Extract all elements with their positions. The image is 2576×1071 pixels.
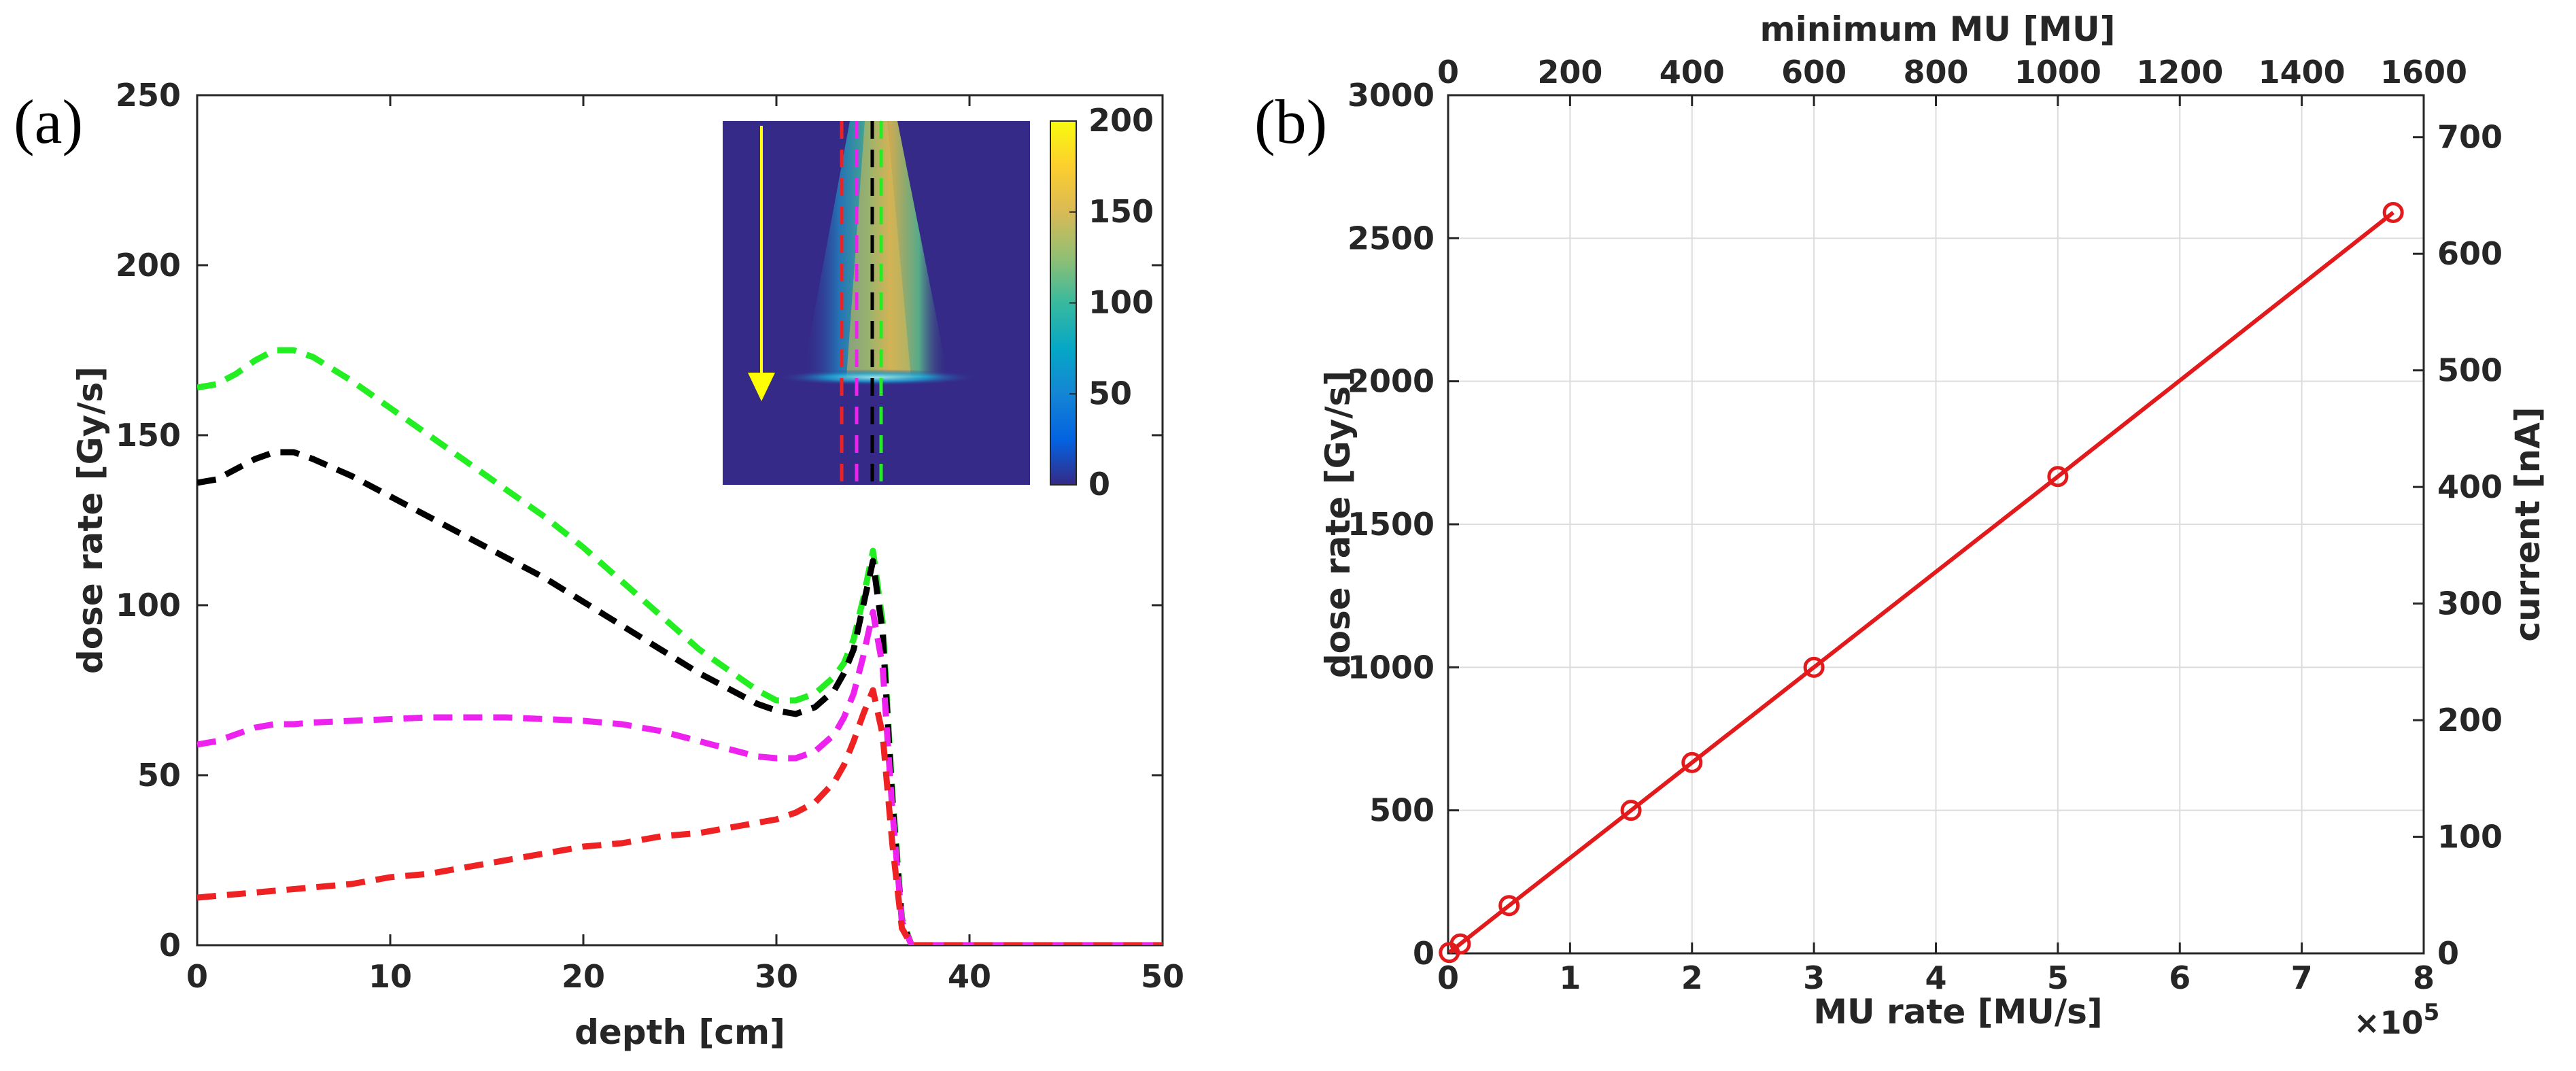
panel-b-y-tick-label: 500 (1369, 792, 1435, 829)
inset-beam-core (846, 121, 911, 377)
panel-b-y-tick-label: 0 (1413, 935, 1435, 972)
panel-a-line-red (197, 687, 1163, 945)
panel-b-data-point (1620, 800, 1642, 821)
colorbar-tick-label: 150 (1088, 193, 1154, 230)
panel-b-data-point (1681, 751, 1703, 773)
panel-a-x-tick-label: 10 (368, 958, 412, 995)
panel-b-right-tick-label: 600 (2437, 235, 2503, 272)
panel-b-top-tick-label: 1200 (2136, 54, 2223, 90)
colorbar-tick-label: 200 (1088, 102, 1154, 139)
colorbar-tick-label: 50 (1088, 375, 1132, 411)
panel-b-label: (b) (1254, 87, 1327, 156)
panel-b-top-axis-label: minimum MU [MU] (1760, 10, 2116, 49)
panel-a-y-tick-label: 50 (137, 757, 181, 794)
panel-a-x-tick-label: 40 (948, 958, 991, 995)
panel-a-y-tick-label: 0 (159, 927, 181, 964)
panel-a-y-axis-label: dose rate [Gy/s] (71, 367, 110, 674)
panel-b-x-tick-label: 8 (2413, 959, 2435, 996)
panel-b-top-tick-label: 0 (1437, 54, 1459, 90)
panel-a-x-tick-label: 30 (755, 958, 798, 995)
panel-b-y-tick-labels: 0 500 1000 1500 2000 2500 3000 (1347, 77, 1435, 972)
panel-b-right-tick-label: 400 (2437, 469, 2503, 505)
panel-b-top-tick-label: 1600 (2380, 54, 2467, 90)
panel-b-right-tick-label: 100 (2437, 819, 2503, 855)
panel-a-label: (a) (14, 87, 83, 156)
panel-a-x-tick-label: 20 (562, 958, 605, 995)
inset-arrow-icon (748, 373, 775, 401)
panel-a-y-tick-label: 100 (116, 587, 181, 624)
panel-b-ticks (1447, 94, 2425, 955)
panel-b-data-point (2047, 466, 2069, 488)
panel-b-top-tick-label: 200 (1537, 54, 1602, 90)
panel-a-x-tick-labels: 0 10 20 30 40 50 (186, 958, 1184, 995)
panel-a-y-tick-labels: 0 50 100 150 200 250 (116, 77, 181, 964)
panel-b-series (1439, 201, 2404, 964)
inset-colorbar-ticks: 0 50 100 150 200 (1069, 102, 1154, 503)
inset-bragg-peak (775, 369, 979, 386)
panel-a-series (197, 347, 1163, 945)
panel-b-y-tick-label: 2500 (1347, 220, 1435, 256)
panel-b-y-axis-label: dose rate [Gy/s] (1318, 371, 1358, 678)
panel-b-x-axis-label: MU rate [MU/s] (1813, 992, 2102, 1032)
inset-heatmap: 0 50 100 150 200 (723, 102, 1154, 503)
panel-b-x-tick-label: 5 (2047, 959, 2069, 996)
panel-b-x-multiplier: ×105 (2354, 999, 2439, 1041)
panel-a-line-black (197, 449, 1163, 945)
panel-a-x-tick-label: 50 (1141, 958, 1184, 995)
panel-b-data-point (2382, 201, 2404, 223)
panel-b-right-tick-label: 300 (2437, 585, 2503, 622)
panel-b-data-point (1449, 933, 1471, 955)
panel-b-data-point (1498, 895, 1520, 917)
panel-a-x-tick-label: 0 (186, 958, 208, 995)
panel-b-x-tick-label: 7 (2291, 959, 2313, 996)
panel-b-x-tick-label: 1 (1559, 959, 1581, 996)
panel-b-top-tick-label: 400 (1660, 54, 1725, 90)
panel-b-top-tick-label: 1400 (2259, 54, 2346, 90)
panel-a-y-tick-label: 200 (116, 247, 181, 284)
panel-b-top-tick-label: 1000 (2014, 54, 2101, 90)
panel-b-right-tick-label: 0 (2437, 935, 2459, 972)
panel-b-right-tick-label: 500 (2437, 352, 2503, 389)
panel-a-y-tick-label: 250 (116, 77, 181, 114)
panel-b-right-tick-label: 700 (2437, 119, 2503, 156)
panel-b-y-tick-label: 1000 (1347, 649, 1435, 685)
panel-b-right-axis-label: current [nA] (2508, 407, 2547, 641)
panel-b-top-tick-label: 800 (1903, 54, 1968, 90)
panel-b-x-tick-label: 4 (1925, 959, 1946, 996)
panel-b-data-point (1803, 656, 1825, 678)
colorbar-tick-label: 0 (1088, 466, 1110, 503)
panel-b-y-tick-label: 1500 (1347, 506, 1435, 543)
panel-b-x-tick-label: 0 (1437, 959, 1459, 996)
colorbar-tick-label: 100 (1088, 284, 1154, 321)
panel-b-right-tick-labels: 0 100 200 300 400 500 600 700 (2437, 119, 2503, 972)
panel-b-x-tick-label: 3 (1803, 959, 1825, 996)
panel-a-line-magenta (197, 609, 1163, 945)
panel-b-top-tick-labels: 0 200 400 600 800 1000 1200 1400 1600 (1437, 54, 2467, 90)
panel-b-x-tick-label: 2 (1681, 959, 1703, 996)
panel-b-top-tick-label: 600 (1781, 54, 1847, 90)
panel-b-y-tick-label: 3000 (1347, 77, 1435, 114)
panel-b-right-tick-label: 200 (2437, 702, 2503, 738)
panel-b-y-tick-label: 2000 (1347, 363, 1435, 400)
panel-b-x-tick-labels: 0 1 2 3 4 5 6 7 8 (1437, 959, 2435, 996)
panel-a-y-tick-label: 150 (116, 417, 181, 454)
panel-b-x-tick-label: 6 (2169, 959, 2191, 996)
panel-a-x-axis-label: depth [cm] (574, 1013, 785, 1052)
